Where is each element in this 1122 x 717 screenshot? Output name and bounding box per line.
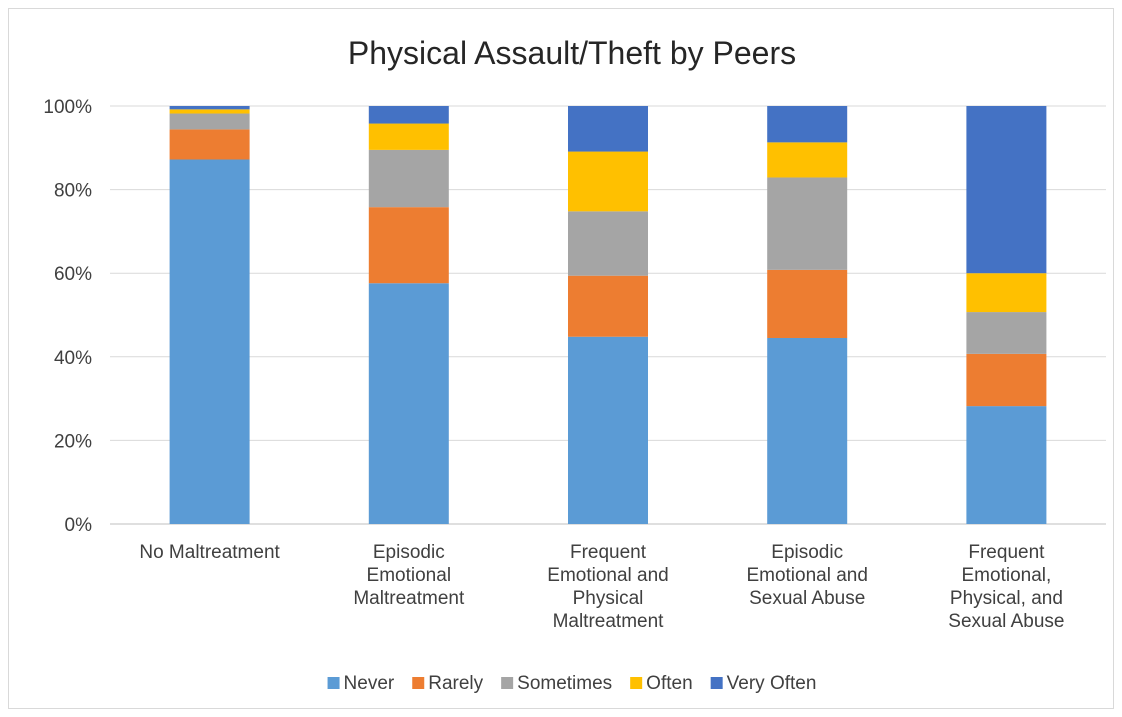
legend-label: Often [646, 673, 692, 694]
legend-swatch [630, 677, 643, 689]
legend-label: Very Often [727, 673, 817, 694]
bar-segment-sometimes [368, 149, 449, 208]
bars [169, 106, 1047, 524]
legend-label: Never [344, 673, 395, 694]
legend-swatch [412, 677, 425, 689]
category-label: No Maltreatment [139, 542, 280, 563]
bar-segment-often [169, 109, 250, 114]
bar-segment-very-often [169, 106, 250, 110]
bar-segment-rarely [568, 275, 648, 337]
bar-segment-often [767, 142, 848, 178]
bar-segment-often [368, 123, 449, 150]
category-label: Episodic Emotional Maltreatment [353, 542, 465, 609]
legend-swatch [710, 677, 723, 689]
bar-segment-never [568, 336, 648, 524]
bar-segment-sometimes [966, 312, 1047, 354]
y-tick-label: 80% [54, 181, 92, 202]
x-axis: No Maltreatment Episodic Emotional Maltreat… [139, 542, 1064, 632]
bar-segment-very-often [966, 106, 1047, 274]
bar-segment-never [368, 283, 449, 524]
y-tick-label: 40% [54, 348, 92, 369]
bar-segment-very-often [767, 106, 848, 143]
y-axis: 0% 20% 40% 60% 80% 100% [43, 97, 92, 536]
bar-segment-sometimes [169, 113, 250, 130]
legend-label: Rarely [428, 673, 483, 694]
category-label: Frequent Emotional, Physical, and Sexual Ab… [948, 542, 1064, 632]
legend-swatch [501, 677, 514, 689]
bar-segment-never [169, 159, 250, 524]
chart-title: Physical Assault/Theft by Peers [348, 35, 796, 71]
bar-segment-very-often [368, 106, 449, 124]
bar-segment-sometimes [568, 211, 648, 276]
bar-segment-very-often [568, 106, 648, 152]
category-label: Frequent Emotional and Physical Maltreatmen… [547, 542, 668, 632]
legend-swatch [327, 677, 340, 689]
bar-segment-rarely [169, 129, 250, 160]
bar-segment-rarely [368, 207, 449, 284]
y-tick-label: 0% [65, 515, 93, 536]
legend: Never Rarely Sometimes Often Very Often [327, 673, 817, 694]
bar-segment-often [568, 151, 648, 212]
y-tick-label: 60% [54, 264, 92, 285]
bar-segment-rarely [767, 269, 848, 338]
y-tick-label: 20% [54, 431, 92, 452]
legend-label: Sometimes [517, 673, 612, 694]
bar-segment-rarely [966, 353, 1047, 407]
y-tick-label: 100% [43, 97, 92, 118]
bar-segment-never [767, 337, 848, 524]
category-label: Episodic Emotional and Sexual Abuse [746, 542, 867, 609]
bar-segment-often [966, 273, 1047, 313]
bar-segment-sometimes [767, 177, 848, 270]
bar-segment-never [966, 406, 1047, 524]
